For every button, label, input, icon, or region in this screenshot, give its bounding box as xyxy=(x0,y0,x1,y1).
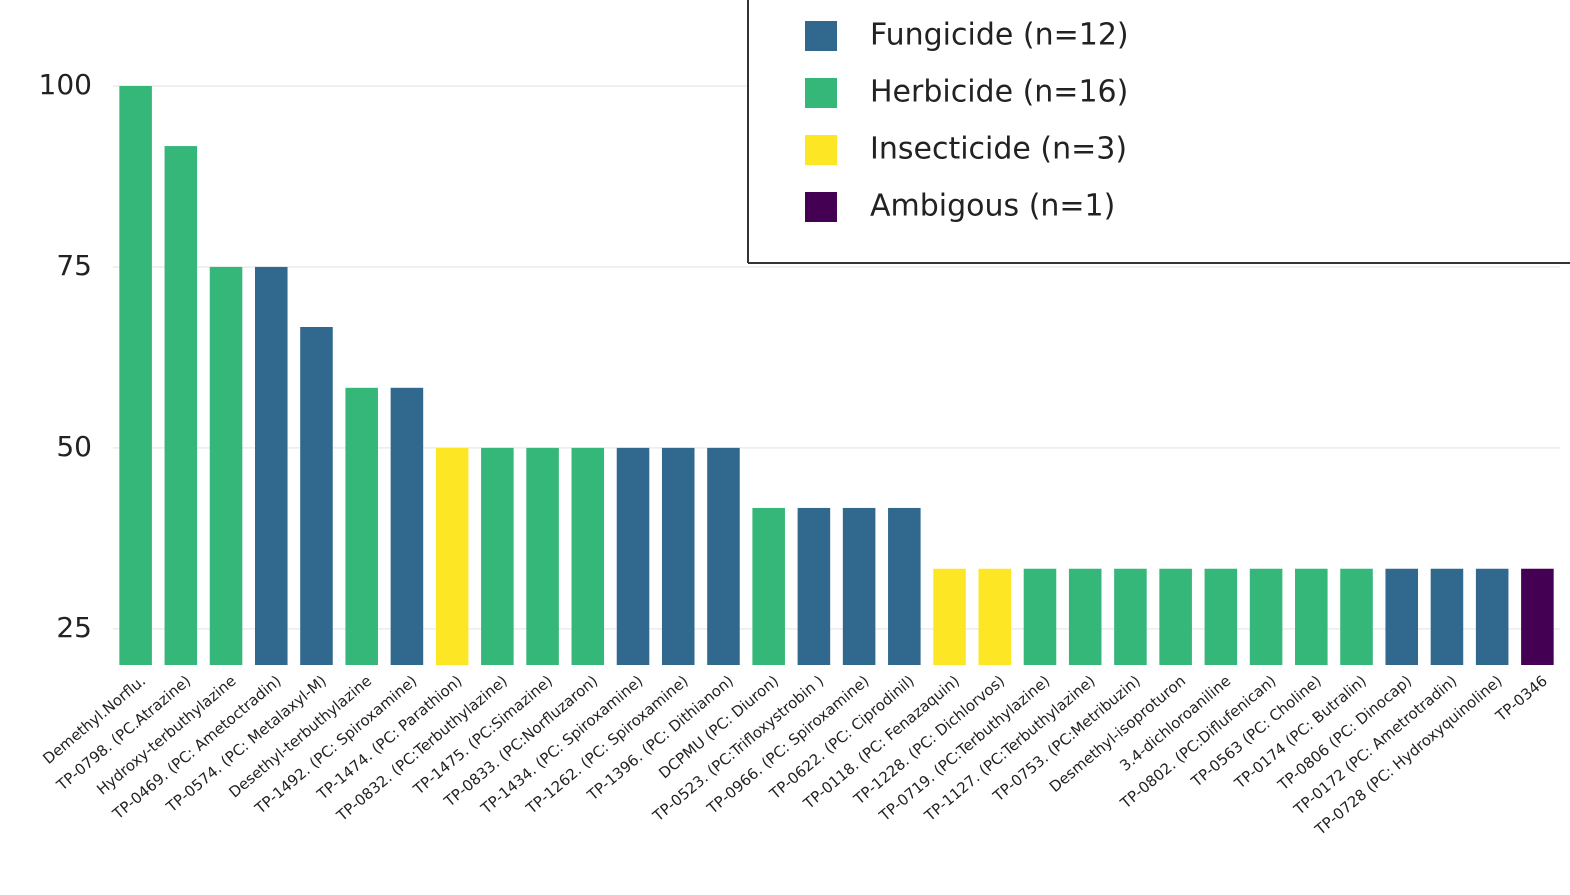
bar xyxy=(209,266,243,665)
legend-swatch xyxy=(805,192,837,222)
bar xyxy=(254,266,288,665)
bar xyxy=(1114,568,1147,665)
legend-label: Fungicide (n=12) xyxy=(870,18,1129,53)
legend-swatch xyxy=(805,135,837,165)
bar xyxy=(1340,568,1373,665)
bar xyxy=(1204,568,1238,665)
bar xyxy=(661,447,695,665)
y-tick-label: 50 xyxy=(56,430,92,463)
legend-swatch xyxy=(805,21,837,51)
bar xyxy=(1159,568,1192,665)
y-tick-label: 75 xyxy=(56,249,92,282)
legend-label: Ambigous (n=1) xyxy=(870,189,1115,224)
legend-box xyxy=(748,0,1570,263)
y-tick-label: 100 xyxy=(39,68,92,101)
bar xyxy=(616,447,650,665)
y-tick-label: 25 xyxy=(56,611,92,644)
legend-label: Insecticide (n=3) xyxy=(870,132,1127,167)
bar xyxy=(119,86,152,665)
legend-label: Herbicide (n=16) xyxy=(870,75,1128,110)
bar xyxy=(481,447,514,665)
bar xyxy=(1475,568,1509,665)
bar xyxy=(1068,568,1102,665)
bar xyxy=(1385,568,1419,665)
legend-swatch xyxy=(805,78,837,108)
bar xyxy=(978,568,1012,665)
bar xyxy=(526,447,559,665)
bar xyxy=(571,447,605,665)
bar xyxy=(752,507,785,665)
bar xyxy=(1023,568,1057,665)
bar xyxy=(164,146,198,666)
bar xyxy=(888,507,921,665)
bar xyxy=(1295,568,1328,665)
bar xyxy=(842,507,876,665)
bar xyxy=(1249,568,1283,665)
bar xyxy=(1521,568,1554,665)
bar xyxy=(933,568,966,665)
bar xyxy=(390,387,424,665)
bar xyxy=(435,447,469,665)
bar xyxy=(797,507,831,665)
bar xyxy=(300,327,333,665)
bar xyxy=(345,387,378,665)
bar xyxy=(1430,568,1464,665)
bar xyxy=(707,447,740,665)
